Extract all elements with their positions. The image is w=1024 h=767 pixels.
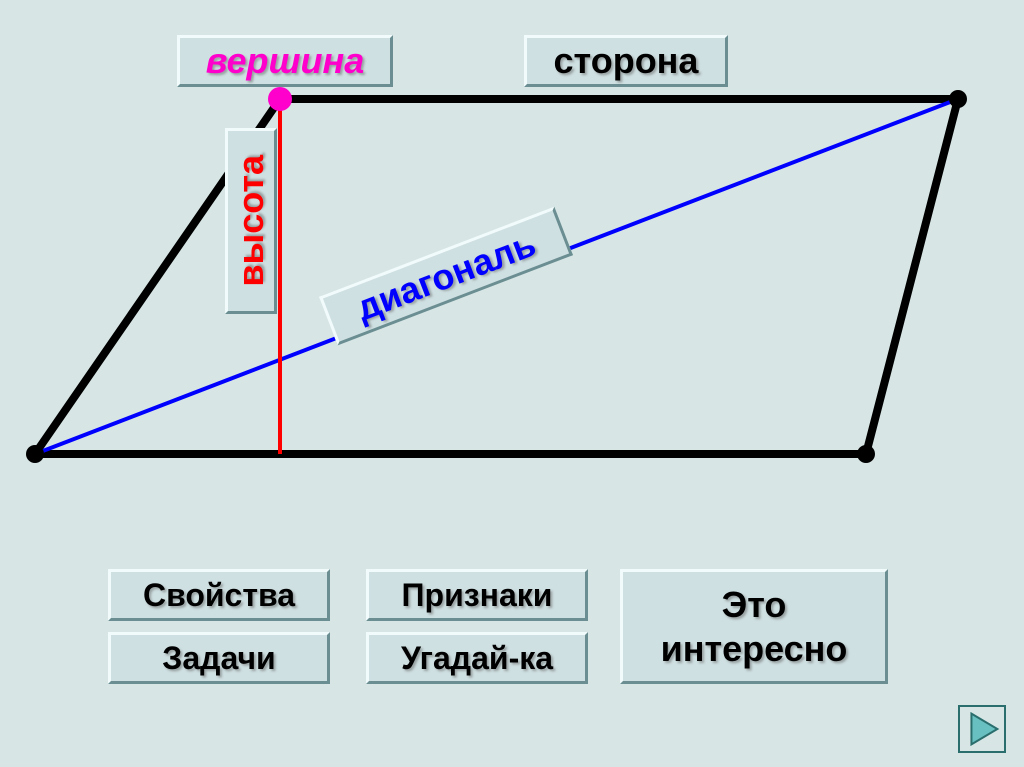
label-height-text: высота [230,155,272,287]
button-guess-text: Угадай-ка [401,635,553,681]
label-height[interactable]: высота [225,128,277,314]
next-button[interactable] [958,705,1006,753]
label-side[interactable]: сторона [524,35,728,87]
button-tasks[interactable]: Задачи [108,632,330,684]
label-side-text: сторона [554,38,699,84]
label-vertex-text: вершина [206,38,365,84]
button-interesting[interactable]: Это интересно [620,569,888,684]
button-properties[interactable]: Свойства [108,569,330,621]
arrow-right-icon [958,705,1006,753]
button-guess[interactable]: Угадай-ка [366,632,588,684]
button-features-text: Признаки [402,572,553,618]
button-features[interactable]: Признаки [366,569,588,621]
button-tasks-text: Задачи [162,635,275,681]
label-vertex[interactable]: вершина [177,35,393,87]
button-interesting-text: Это интересно [661,583,848,669]
button-properties-text: Свойства [143,572,295,618]
